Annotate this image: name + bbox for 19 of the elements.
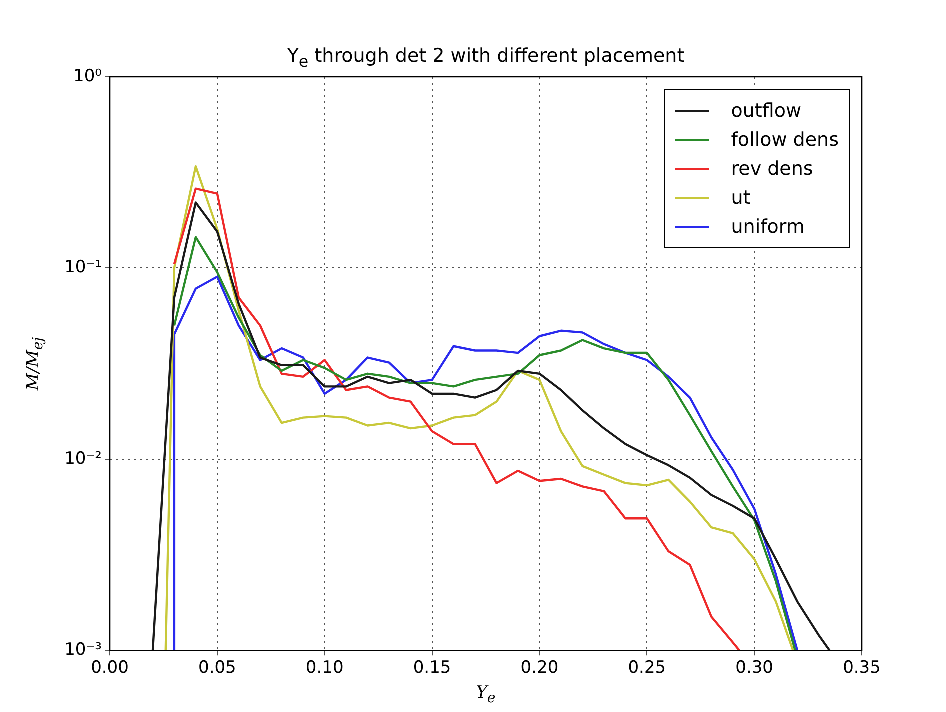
x-axis-title: Y$_{e}$ — [476, 682, 496, 706]
x-tick-label: 0.20 — [520, 658, 559, 678]
y-tick-label: 10⁰ — [74, 66, 102, 86]
legend-label: uniform — [731, 216, 805, 238]
legend-label: follow dens — [731, 128, 839, 150]
x-tick-label: 0.30 — [736, 658, 774, 678]
chart-title: Y$_{e}$ through det 2 with different placement — [287, 45, 685, 71]
legend-label: ut — [731, 186, 751, 208]
legend-label: outflow — [731, 100, 802, 122]
y-tick-label: 10⁻¹ — [64, 258, 102, 278]
x-tick-label: 0.35 — [843, 658, 881, 678]
y-tick-label: 10⁻² — [64, 448, 102, 469]
legend-label: rev dens — [731, 158, 814, 180]
x-tick-label: 0.00 — [91, 658, 129, 678]
x-tick-label: 0.05 — [198, 658, 236, 678]
x-tick-label: 0.25 — [628, 658, 666, 678]
x-tick-label: 0.15 — [413, 658, 452, 678]
x-tick-label: 0.10 — [306, 658, 344, 678]
y-tick-label: 10⁻³ — [64, 640, 102, 660]
